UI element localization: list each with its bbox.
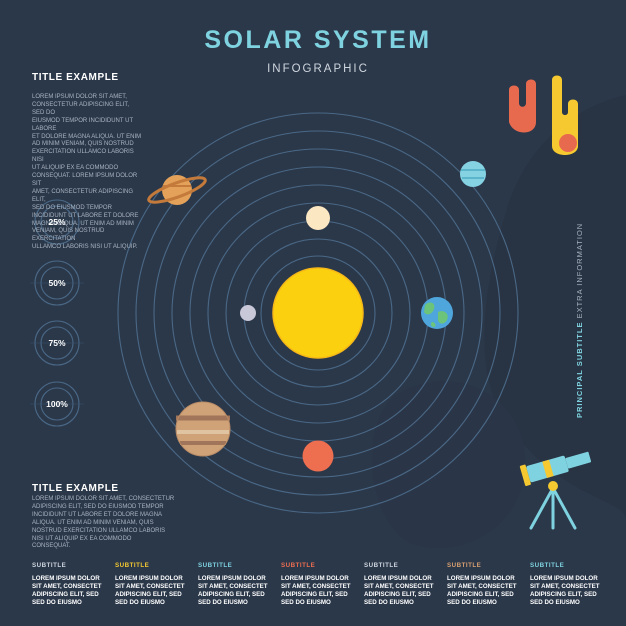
progress-ring-guides	[30, 221, 84, 405]
subtitle-column: SUBTITLE LOREM IPSUM DOLOR SIT AMET, CON…	[281, 562, 357, 607]
body-line: NOSTRUD EXERCITATION ULLAMCO LABORIS	[32, 527, 166, 534]
column-line: LOREM IPSUM DOLOR	[32, 575, 100, 582]
column-line: SED DO EIUSMO	[32, 598, 82, 606]
column-line: LOREM IPSUM DOLOR	[115, 575, 183, 582]
jupiter-planet	[175, 401, 231, 457]
uranus-planet	[460, 161, 486, 187]
mercury-planet	[240, 305, 256, 321]
column-body: LOREM IPSUM DOLOR SIT AMET, CONSECTET AD…	[281, 575, 357, 607]
column-body: LOREM IPSUM DOLOR SIT AMET, CONSECTET AD…	[32, 575, 108, 607]
body-line: LOREM IPSUM DOLOR SIT AMET,	[32, 94, 127, 100]
top-block-body: LOREM IPSUM DOLOR SIT AMET, CONSECTETUR …	[32, 94, 142, 252]
column-body: LOREM IPSUM DOLOR SIT AMET, CONSECTET AD…	[447, 575, 523, 607]
sun-rim	[272, 267, 364, 359]
column-body: LOREM IPSUM DOLOR SIT AMET, CONSECTET AD…	[530, 575, 606, 607]
column-title: SUBTITLE	[32, 562, 67, 569]
body-line: EXERCITATION ULLAMCO LABORIS NISI	[32, 149, 134, 164]
meteor-yellow-icon	[552, 75, 578, 155]
column-line: SED DO EIUSMO	[281, 598, 331, 606]
column-line: LOREM IPSUM DOLOR	[198, 575, 266, 582]
column-body: LOREM IPSUM DOLOR SIT AMET, CONSECTET AD…	[364, 575, 440, 607]
column-line: SED DO EIUSMO	[198, 598, 248, 606]
column-line: ADIPISCING ELIT, SED	[530, 590, 597, 598]
subtitle-column: SUBTITLE LOREM IPSUM DOLOR SIT AMET, CON…	[447, 562, 523, 607]
side-caption: PRINCIPAL SUBTITLE EXTRA INFORMATION	[575, 223, 584, 418]
side-caption-bold: PRINCIPAL SUBTITLE	[575, 321, 584, 418]
body-line: ALIQUA. UT ENIM AD MINIM VENIAM, QUIS	[32, 519, 154, 526]
column-line: SIT AMET, CONSECTET	[198, 582, 268, 590]
page-title: SOLAR SYSTEM	[204, 26, 432, 54]
side-caption-light: EXTRA INFORMATION	[575, 222, 584, 319]
body-line: CONSEQUAT.	[32, 543, 71, 550]
column-line: SED DO EIUSMO	[530, 598, 580, 606]
progress-label-25: 25%	[48, 217, 66, 227]
column-title: SUBTITLE	[198, 562, 233, 569]
column-line: LOREM IPSUM DOLOR	[530, 575, 598, 582]
subtitle-column: SUBTITLE LOREM IPSUM DOLOR SIT AMET, CON…	[198, 562, 274, 607]
body-line: INCIDIDUNT UT LABORE ET DOLORE	[32, 212, 139, 219]
column-line: ADIPISCING ELIT, SED	[115, 590, 182, 598]
column-line: SIT AMET, CONSECTET	[32, 582, 102, 590]
column-title: SUBTITLE	[447, 562, 482, 569]
earth-planet	[421, 297, 453, 329]
body-line: CONSEQUAT. LOREM IPSUM DOLOR SIT	[32, 173, 138, 187]
progress-label-75: 75%	[48, 338, 66, 348]
body-line: CONSECTETUR ADIPISCING ELIT, SED DO	[32, 101, 130, 116]
subtitle-column: SUBTITLE LOREM IPSUM DOLOR SIT AMET, CON…	[115, 562, 191, 607]
column-line: SED DO EIUSMO	[447, 598, 497, 606]
column-line: ADIPISCING ELIT, SED	[32, 590, 99, 598]
column-line: SED DO EIUSMO	[364, 598, 414, 606]
column-line: SIT AMET, CONSECTET	[115, 582, 185, 590]
top-block-title: TITLE EXAMPLE	[32, 72, 119, 83]
column-line: SIT AMET, CONSECTET	[281, 582, 351, 590]
column-title: SUBTITLE	[115, 562, 150, 569]
column-line: ADIPISCING ELIT, SED	[447, 590, 514, 598]
column-body: LOREM IPSUM DOLOR SIT AMET, CONSECTET AD…	[115, 575, 191, 607]
body-line: AMET, CONSECTETUR ADIPISCING ELIT,	[32, 188, 134, 203]
column-line: ADIPISCING ELIT, SED	[364, 590, 431, 598]
mars-planet	[302, 440, 334, 472]
body-line: NISI UT ALIQUIP EX EA COMMODO	[32, 535, 132, 542]
column-line: ADIPISCING ELIT, SED	[281, 590, 348, 598]
body-line: AD MINIM VENIAM, QUIS NOSTRUD	[32, 141, 134, 148]
column-line: LOREM IPSUM DOLOR	[281, 575, 349, 582]
venus-planet	[306, 206, 330, 230]
body-line: INCIDIDUNT UT LABORE ET DOLORE MAGNA	[32, 511, 163, 518]
column-line: ADIPISCING ELIT, SED	[198, 590, 265, 598]
column-line: SED DO EIUSMO	[115, 598, 165, 606]
bottom-block-title: TITLE EXAMPLE	[32, 483, 119, 494]
body-line: ULLAMCO LABORIS NISI UT ALIQUIP.	[32, 244, 138, 251]
body-line: VENIAM, QUIS NOSTRUD EXERCITATION	[32, 228, 105, 243]
body-line: EIUSMOD TEMPOR INCIDIDUNT UT LABORE	[32, 117, 134, 132]
subtitle-column: SUBTITLE LOREM IPSUM DOLOR SIT AMET, CON…	[530, 562, 606, 607]
progress-label-50: 50%	[48, 278, 66, 288]
subtitle-column: SUBTITLE LOREM IPSUM DOLOR SIT AMET, CON…	[364, 562, 440, 607]
page-subtitle: INFOGRAPHIC	[267, 63, 369, 75]
body-line: ET DOLORE MAGNA ALIQUA. UT ENIM	[32, 133, 142, 140]
saturn-planet	[147, 175, 207, 205]
body-line: SED DO EIUSMOD TEMPOR	[32, 204, 112, 211]
column-title: SUBTITLE	[530, 562, 565, 569]
column-line: SIT AMET, CONSECTET	[447, 582, 517, 590]
bottom-block-body: LOREM IPSUM DOLOR SIT AMET, CONSECTETUR …	[32, 496, 182, 551]
column-title: SUBTITLE	[281, 562, 316, 569]
column-line: LOREM IPSUM DOLOR	[447, 575, 515, 582]
body-line: MAGNA ALIQUA. UT ENIM AD MINIM	[32, 220, 134, 227]
column-title: SUBTITLE	[364, 562, 399, 569]
column-line: SIT AMET, CONSECTET	[364, 582, 434, 590]
column-line: LOREM IPSUM DOLOR	[364, 575, 432, 582]
column-line: SIT AMET, CONSECTET	[530, 582, 600, 590]
body-line: ADIPISCING ELIT, SED DO EIUSMOD TEMPOR	[32, 503, 164, 510]
subtitle-column: SUBTITLE LOREM IPSUM DOLOR SIT AMET, CON…	[32, 562, 108, 607]
sun	[273, 268, 363, 358]
body-line: UT ALIQUIP EX EA COMMODO	[32, 165, 119, 172]
telescope-icon	[519, 451, 592, 530]
body-line: LOREM IPSUM DOLOR SIT AMET, CONSECTETUR	[32, 496, 175, 502]
column-body: LOREM IPSUM DOLOR SIT AMET, CONSECTET AD…	[198, 575, 274, 607]
progress-label-100: 100%	[46, 399, 68, 409]
meteor-orange-icon	[509, 79, 536, 133]
